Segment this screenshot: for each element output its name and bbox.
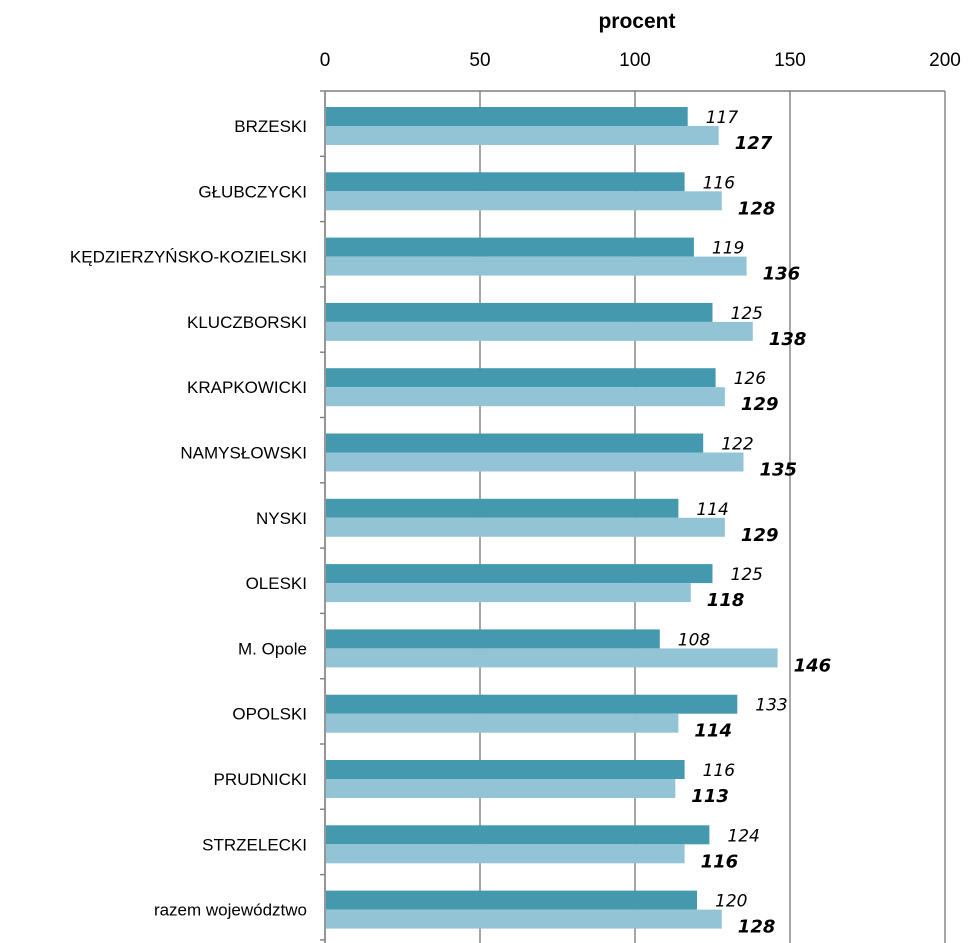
x-tick-label: 100	[619, 50, 651, 71]
bar-series-2	[326, 648, 778, 668]
bar-series-1	[326, 302, 713, 322]
bar-series-2	[326, 452, 744, 472]
data-label-series-2: 127	[735, 133, 773, 154]
data-label-series-1: 126	[734, 369, 767, 389]
category-label: STRZELECKI	[202, 835, 307, 854]
bar-series-1	[326, 825, 710, 845]
bar-series-2	[326, 779, 676, 798]
x-axis-ticks: 0 50 100 150 200	[320, 50, 961, 71]
data-label-series-1: 120	[715, 892, 747, 912]
x-tick-label: 50	[469, 50, 490, 71]
data-label-series-1: 114	[696, 500, 728, 520]
data-label-series-1: 125	[731, 304, 763, 324]
bar-series-1	[326, 694, 738, 714]
category-label: KLUCZBORSKI	[187, 313, 307, 332]
bar-series-2	[326, 909, 722, 929]
data-label-series-2: 138	[769, 329, 807, 350]
data-label-series-1: 125	[731, 565, 763, 585]
bar-series-2	[326, 583, 691, 603]
bar-series-2	[326, 191, 722, 211]
bar-series-1	[326, 564, 713, 584]
data-label-series-1: 122	[721, 435, 753, 455]
x-tick-label: 200	[929, 50, 961, 71]
bar-series-2	[326, 713, 679, 733]
category-label: GŁUBCZYCKI	[198, 182, 307, 201]
x-tick-label: 150	[774, 50, 806, 71]
bar-series-2	[326, 126, 719, 145]
bar-series-1	[326, 890, 697, 910]
category-label: KĘDZIERZYŃSKO-KOZIELSKI	[70, 248, 307, 267]
bar-series-1	[326, 172, 685, 192]
data-label-series-1: 116	[703, 761, 736, 781]
data-label-series-1: 108	[678, 630, 711, 650]
bars	[326, 107, 778, 929]
category-label: NYSKI	[256, 509, 307, 528]
data-label-series-2: 118	[707, 590, 745, 611]
category-labels: BRZESKI GŁUBCZYCKI KĘDZIERZYŃSKO-KOZIELSKI…	[70, 117, 307, 920]
category-label: KRAPKOWICKI	[187, 378, 307, 397]
data-label-series-2: 128	[738, 198, 776, 219]
bar-series-1	[326, 498, 679, 518]
bar-series-1	[326, 760, 685, 779]
category-label: M. Opole	[238, 639, 307, 658]
category-label: razem województwo	[154, 901, 307, 920]
bar-series-2	[326, 387, 725, 407]
bar-series-2	[326, 321, 753, 341]
bar-series-1	[326, 107, 688, 126]
bar-series-1	[326, 629, 660, 649]
data-label-series-2: 135	[760, 460, 798, 481]
category-label: OLESKI	[246, 574, 307, 593]
bar-series-1	[326, 368, 716, 388]
bar-series-1	[326, 433, 704, 453]
bar-series-1	[326, 237, 694, 257]
data-label-series-1: 116	[703, 173, 736, 193]
bar-series-2	[326, 517, 725, 537]
data-label-series-2: 113	[691, 786, 729, 807]
bar-series-2	[326, 256, 747, 276]
data-label-series-2: 114	[694, 721, 732, 742]
data-label-series-2: 146	[794, 655, 832, 676]
data-label-series-2: 129	[741, 394, 779, 415]
data-label-series-1: 133	[755, 696, 787, 716]
category-label: BRZESKI	[234, 117, 307, 136]
data-label-series-2: 136	[763, 264, 801, 285]
x-tick-label: 0	[320, 50, 331, 71]
data-label-series-2: 128	[738, 917, 776, 938]
category-label: OPOLSKI	[232, 705, 307, 724]
bar-series-2	[326, 844, 685, 864]
data-label-series-2: 116	[701, 851, 739, 872]
category-label: PRUDNICKI	[213, 770, 307, 789]
data-labels: 1171271161281191361251381261291221351141…	[678, 108, 831, 938]
category-label: NAMYSŁOWSKI	[180, 444, 307, 463]
data-label-series-1: 117	[706, 108, 739, 128]
data-label-series-2: 129	[741, 525, 779, 546]
x-axis-title: procent	[598, 10, 675, 33]
data-label-series-1: 119	[712, 239, 744, 259]
data-label-series-1: 124	[727, 826, 759, 846]
